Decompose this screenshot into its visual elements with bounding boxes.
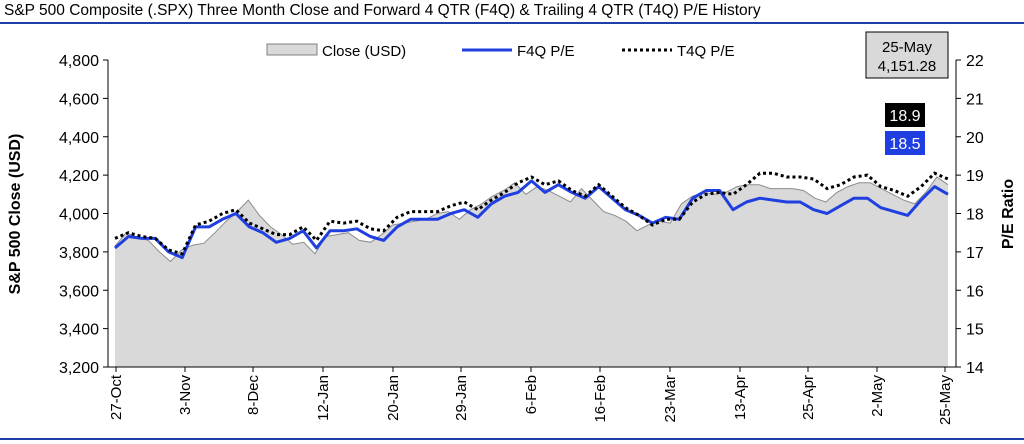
y-tick-label: 3,400 — [59, 322, 99, 339]
x-tick-label: 6-Feb — [523, 375, 540, 414]
line-layer — [114, 171, 949, 260]
x-tick-label: 25-Apr — [800, 375, 817, 420]
y2-tick-label: 16 — [966, 283, 984, 300]
y2-tick-label: 14 — [966, 360, 984, 377]
x-tick-label: 16-Feb — [592, 375, 609, 423]
y-tick-label: 3,600 — [59, 283, 99, 300]
y-tick-label: 4,200 — [59, 168, 99, 185]
y-tick-label: 3,800 — [59, 245, 99, 262]
f4q-value-text: 18.5 — [889, 136, 920, 153]
legend-swatch-close — [266, 43, 318, 56]
y2-tick-label: 19 — [966, 168, 984, 185]
x-tick-label: 20-Jan — [385, 375, 402, 421]
close-area — [115, 177, 948, 367]
t4q-line — [114, 171, 949, 256]
x-tick-label: 27-Oct — [108, 374, 125, 420]
legend-label-f4q: F4Q P/E — [517, 43, 575, 60]
close-outline — [114, 176, 949, 263]
y2-tick-label: 22 — [966, 53, 984, 70]
x-tick-label: 2-May — [869, 375, 886, 417]
t4q-value-text: 18.9 — [889, 108, 920, 125]
date-annotation-close: 4,151.28 — [878, 58, 936, 75]
y-axis-title: S&P 500 Close (USD) — [7, 134, 24, 295]
axis-layer: 3,200 3,400 3,600 3,800 4,000 4,200 4,400 4,600… — [59, 53, 984, 425]
x-tick-label: 29-Jan — [453, 375, 470, 421]
y-tick-label: 4,800 — [59, 53, 99, 70]
bottom-rule — [0, 438, 1024, 440]
area-layer — [114, 176, 949, 367]
y2-tick-label: 15 — [966, 322, 984, 339]
x-tick-label: 23-Mar — [662, 375, 679, 423]
f4q-line — [114, 179, 949, 260]
y2-tick-label: 18 — [966, 207, 984, 224]
y-tick-label: 4,600 — [59, 91, 99, 108]
date-annotation-date: 25-May — [882, 39, 933, 56]
chart-title: S&P 500 Composite (.SPX) Three Month Clo… — [4, 2, 761, 19]
y2-tick-label: 21 — [966, 91, 984, 108]
y-tick-label: 4,000 — [59, 207, 99, 224]
y-tick-label: 3,200 — [59, 360, 99, 377]
x-tick-label: 8-Dec — [245, 375, 262, 416]
x-tick-label: 3-Nov — [177, 375, 194, 416]
x-tick-label: 13-Apr — [732, 375, 749, 420]
title-rule — [0, 22, 1024, 24]
t4q-value-label: 18.9 — [885, 103, 925, 127]
y-tick-label: 4,400 — [59, 130, 99, 147]
y2-tick-label: 20 — [966, 130, 984, 147]
f4q-value-label: 18.5 — [885, 131, 925, 155]
date-annotation-box: 25-May 4,151.28 — [865, 31, 949, 79]
x-tick-label: 12-Jan — [315, 375, 332, 421]
y2-axis-title: P/E Ratio — [1000, 179, 1017, 249]
legend: Close (USD) F4Q P/E T4Q P/E — [266, 43, 735, 60]
legend-label-close: Close (USD) — [322, 43, 406, 60]
legend-label-t4q: T4Q P/E — [677, 43, 735, 60]
y2-tick-label: 17 — [966, 245, 984, 262]
x-tick-label: 25-May — [937, 375, 954, 426]
